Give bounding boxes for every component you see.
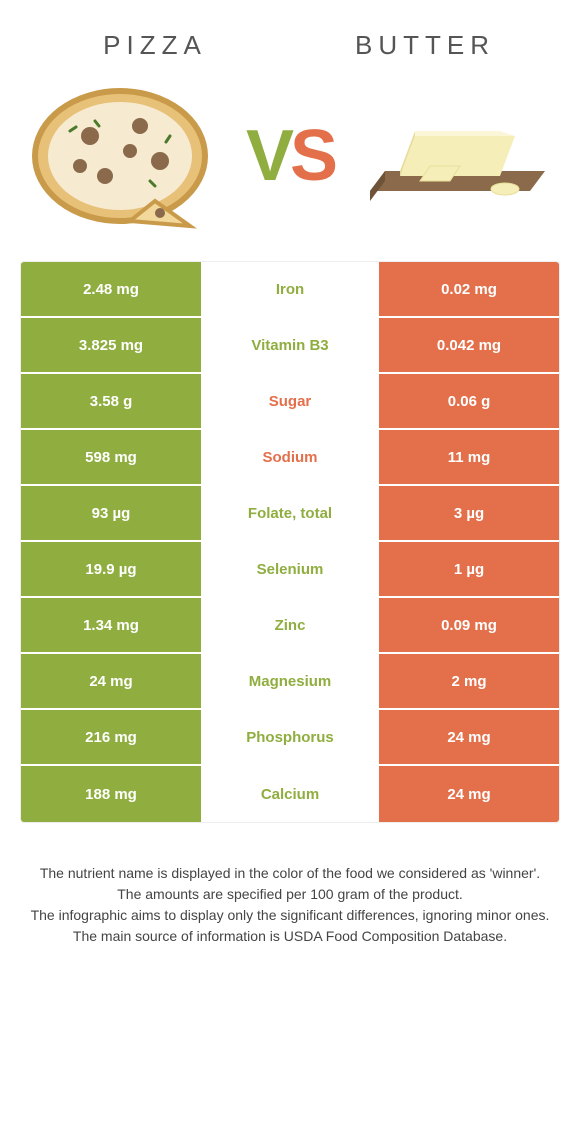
left-value: 93 µg [21,486,201,540]
table-row: 216 mgPhosphorus24 mg [21,710,559,766]
footer-line: The main source of information is USDA F… [30,926,550,947]
right-value: 2 mg [379,654,559,708]
right-value: 0.09 mg [379,598,559,652]
table-row: 3.825 mgVitamin B30.042 mg [21,318,559,374]
table-row: 19.9 µgSelenium1 µg [21,542,559,598]
left-value: 2.48 mg [21,262,201,316]
right-value: 0.042 mg [379,318,559,372]
nutrient-label: Phosphorus [201,710,379,764]
footer-line: The infographic aims to display only the… [30,905,550,926]
right-value: 1 µg [379,542,559,596]
left-value: 598 mg [21,430,201,484]
right-value: 3 µg [379,486,559,540]
vs-s: S [290,115,334,197]
right-value: 0.06 g [379,374,559,428]
nutrient-label: Selenium [201,542,379,596]
vs-label: V S [246,115,334,197]
butter-image [350,81,550,231]
right-title: BUTTER [290,30,560,61]
hero-row: V S [20,81,560,231]
nutrient-table: 2.48 mgIron0.02 mg3.825 mgVitamin B30.04… [20,261,560,823]
nutrient-label: Sodium [201,430,379,484]
table-row: 93 µgFolate, total3 µg [21,486,559,542]
table-row: 3.58 gSugar0.06 g [21,374,559,430]
right-value: 0.02 mg [379,262,559,316]
left-value: 3.58 g [21,374,201,428]
footer-notes: The nutrient name is displayed in the co… [20,863,560,947]
left-value: 188 mg [21,766,201,822]
right-value: 24 mg [379,710,559,764]
right-value: 11 mg [379,430,559,484]
left-value: 3.825 mg [21,318,201,372]
table-row: 2.48 mgIron0.02 mg [21,262,559,318]
vs-v: V [246,115,290,197]
table-row: 1.34 mgZinc0.09 mg [21,598,559,654]
table-row: 598 mgSodium11 mg [21,430,559,486]
left-title: PIZZA [20,30,290,61]
nutrient-label: Magnesium [201,654,379,708]
footer-line: The amounts are specified per 100 gram o… [30,884,550,905]
nutrient-label: Sugar [201,374,379,428]
right-value: 24 mg [379,766,559,822]
table-row: 24 mgMagnesium2 mg [21,654,559,710]
nutrient-label: Iron [201,262,379,316]
left-value: 19.9 µg [21,542,201,596]
nutrient-label: Zinc [201,598,379,652]
table-row: 188 mgCalcium24 mg [21,766,559,822]
left-value: 1.34 mg [21,598,201,652]
footer-line: The nutrient name is displayed in the co… [30,863,550,884]
pizza-image [30,81,230,231]
left-value: 216 mg [21,710,201,764]
nutrient-label: Vitamin B3 [201,318,379,372]
nutrient-label: Folate, total [201,486,379,540]
titles-row: PIZZA BUTTER [20,30,560,61]
left-value: 24 mg [21,654,201,708]
nutrient-label: Calcium [201,766,379,822]
